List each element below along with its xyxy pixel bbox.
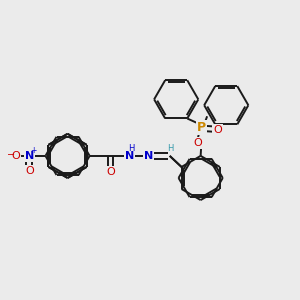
Text: N: N [125, 151, 134, 161]
Text: N: N [25, 151, 34, 161]
Text: −: − [7, 150, 15, 160]
Text: O: O [213, 125, 222, 135]
Text: H: H [128, 144, 134, 153]
Text: H: H [167, 144, 173, 153]
Text: P: P [197, 121, 206, 134]
Text: O: O [25, 166, 34, 176]
Text: +: + [31, 146, 37, 155]
Text: N: N [144, 151, 153, 161]
Text: O: O [12, 151, 20, 161]
Text: O: O [106, 167, 115, 177]
Text: O: O [193, 138, 202, 148]
